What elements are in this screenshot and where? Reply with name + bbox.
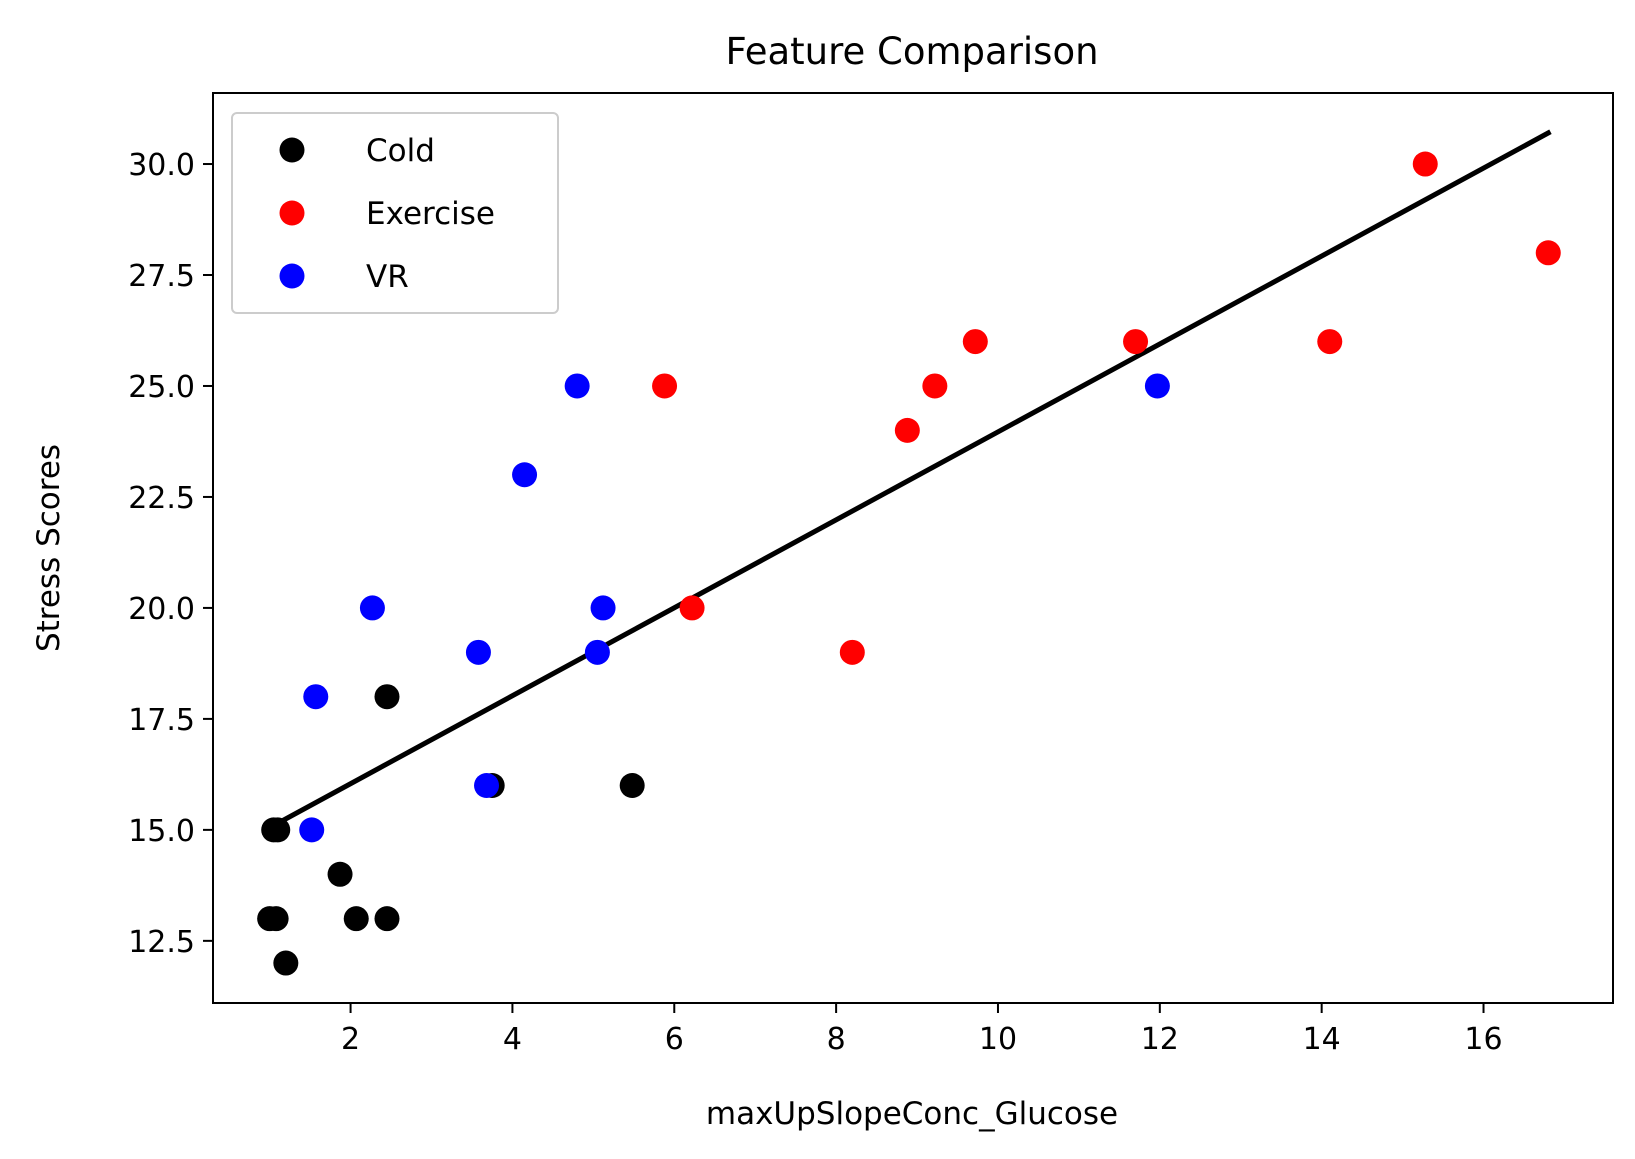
point-vr-0: [299, 817, 325, 843]
series-vr: [299, 373, 1170, 843]
point-cold-6: [343, 906, 369, 932]
y-tick-label: 17.5: [128, 703, 195, 738]
y-tick-label: 25.0: [128, 370, 195, 405]
y-tick-label: 20.0: [128, 592, 195, 627]
point-exercise-9: [1535, 240, 1561, 266]
legend-marker-cold: [279, 137, 305, 163]
y-tick-label: 12.5: [128, 925, 195, 960]
y-tick-label: 30.0: [128, 148, 195, 183]
point-exercise-4: [922, 373, 948, 399]
x-tick-label: 2: [341, 1022, 360, 1057]
point-exercise-0: [652, 373, 678, 399]
y-axis-label: Stress Scores: [31, 444, 67, 652]
point-cold-2: [273, 950, 299, 976]
point-vr-5: [512, 462, 538, 488]
legend-box: [231, 112, 559, 314]
point-cold-5: [327, 861, 353, 887]
x-axis-ticks: 2 4 6 8 10 12 14 16: [341, 1003, 1503, 1057]
point-exercise-6: [1123, 329, 1149, 355]
point-exercise-3: [894, 417, 920, 443]
series-exercise: [652, 151, 1561, 665]
y-tick-label: 27.5: [128, 259, 195, 294]
x-tick-label: 8: [827, 1022, 846, 1057]
x-tick-label: 16: [1464, 1022, 1502, 1057]
legend-label-cold: Cold: [366, 133, 435, 169]
y-tick-label: 15.0: [128, 814, 195, 849]
x-tick-label: 10: [979, 1022, 1017, 1057]
point-cold-7: [374, 906, 400, 932]
x-axis-label: maxUpSlopeConc_Glucose: [706, 1096, 1118, 1132]
point-exercise-1: [679, 595, 705, 621]
x-tick-label: 6: [665, 1022, 684, 1057]
point-vr-9: [1144, 373, 1170, 399]
y-tick-label: 22.5: [128, 481, 195, 516]
point-vr-7: [584, 639, 610, 665]
point-vr-4: [474, 772, 500, 798]
x-tick-label: 4: [503, 1022, 522, 1057]
x-tick-label: 14: [1303, 1022, 1341, 1057]
x-tick-label: 12: [1141, 1022, 1179, 1057]
point-vr-1: [303, 684, 329, 710]
legend: Cold Exercise VR: [231, 112, 559, 314]
point-cold-4: [265, 817, 291, 843]
legend-marker-vr: [279, 263, 305, 289]
point-vr-8: [590, 595, 616, 621]
legend-label-vr: VR: [366, 259, 409, 295]
y-axis-ticks: 12.5 15.0 17.5 20.0 22.5 25.0 27.5 30.0: [128, 148, 213, 960]
plot-frame: [212, 92, 1614, 1004]
point-cold-1: [263, 906, 289, 932]
point-vr-3: [465, 639, 491, 665]
point-exercise-5: [962, 329, 988, 355]
point-vr-6: [564, 373, 590, 399]
point-vr-2: [359, 595, 385, 621]
point-cold-10: [619, 772, 645, 798]
regression-line: [270, 129, 1552, 829]
legend-label-exercise: Exercise: [366, 196, 495, 232]
chart-title: Feature Comparison: [725, 30, 1098, 73]
plot-area: [257, 129, 1561, 976]
legend-marker-exercise: [279, 200, 305, 226]
point-exercise-2: [839, 639, 865, 665]
point-exercise-7: [1317, 329, 1343, 355]
series-cold: [257, 684, 645, 976]
point-exercise-8: [1412, 151, 1438, 177]
point-cold-8: [374, 684, 400, 710]
